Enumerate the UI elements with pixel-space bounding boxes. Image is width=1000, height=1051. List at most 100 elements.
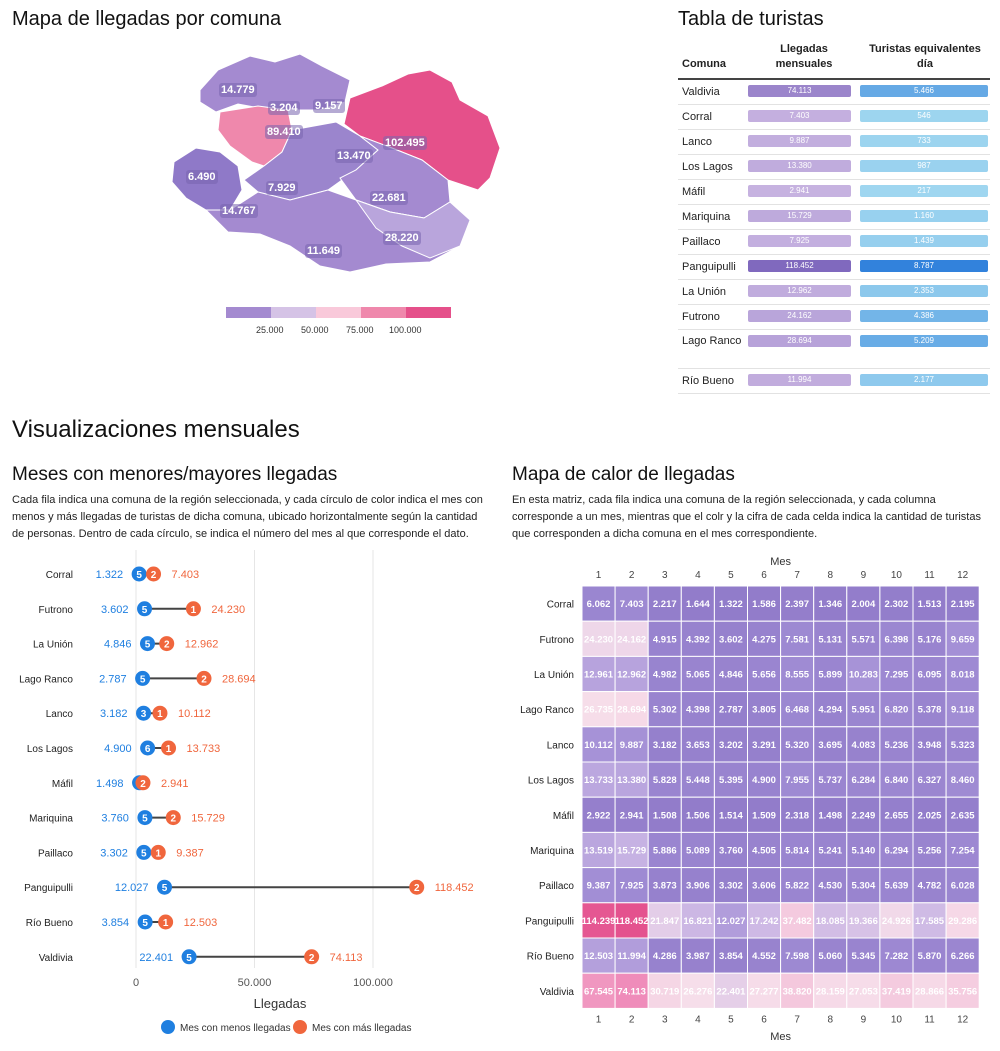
heatmap-cell-value: 5.899	[818, 670, 842, 681]
heatmap-cell-value: 21.847	[650, 916, 679, 927]
row-label: Máfil	[553, 811, 574, 822]
legend-max-label: Mes con más llegadas	[312, 1023, 412, 1034]
heatmap-cell-value: 5.870	[918, 951, 942, 962]
heatmap-cell	[945, 761, 980, 798]
heatmap-cell-value: 3.606	[752, 881, 776, 892]
heatmap-cell-value: 3.202	[719, 740, 743, 751]
heatmap-cell-value: 1.498	[818, 810, 842, 821]
min-month-dot	[136, 705, 152, 721]
min-value-label: 1.498	[96, 778, 124, 790]
heatmap-cell-value: 17.242	[750, 916, 779, 927]
min-value-label: 3.602	[101, 604, 129, 616]
heatmap-cell	[614, 585, 649, 622]
min-month-label: 5	[162, 883, 168, 894]
x-axis-label: Llegadas	[254, 996, 307, 1011]
table-row: Paillaco 7.925 1.439	[678, 230, 990, 255]
max-value-label: 12.962	[185, 639, 219, 651]
map-region-northwest[interactable]	[199, 53, 351, 113]
max-value-label: 28.694	[222, 673, 256, 685]
heatmap-cell	[813, 902, 848, 939]
column-label-top: 2	[629, 570, 635, 581]
heatmap-cell	[813, 937, 848, 974]
row-label: Futrono	[39, 605, 74, 616]
header-llegadas: Llegadas mensuales	[775, 43, 833, 70]
llegadas-bar: 15.729	[748, 210, 851, 222]
map-label: 22.681	[370, 191, 408, 205]
heatmap-cell-value: 4.846	[719, 670, 743, 681]
heatmap-cell-value: 4.294	[818, 705, 842, 716]
llegadas-bar: 12.962	[748, 285, 851, 297]
llegadas-bar: 7.403	[748, 110, 851, 122]
heatmap-cell-value: 2.025	[918, 810, 942, 821]
llegadas-bar: 2.941	[748, 185, 851, 197]
heatmap-cell-value: 6.266	[951, 951, 975, 962]
row-comuna: La Unión	[682, 286, 727, 298]
x-tick-label: 50.000	[238, 977, 272, 989]
heatmap-cell	[846, 655, 881, 693]
heatmap-cell-value: 29.286	[948, 916, 977, 927]
column-label-top: 11	[924, 570, 935, 581]
heatmap-cell	[912, 867, 947, 904]
row-comuna: Río Bueno	[682, 375, 734, 387]
min-value-label: 3.302	[100, 847, 128, 859]
row-label: Valdivia	[39, 953, 74, 964]
heatmap-cell-value: 37.419	[882, 986, 911, 997]
max-value-label: 24.230	[211, 604, 245, 616]
heatmap-cell	[581, 585, 616, 622]
heatmap-cell	[780, 726, 815, 763]
column-label-top: 12	[957, 570, 969, 581]
heatmap-cell-value: 7.254	[951, 846, 975, 857]
max-month-dot	[161, 740, 177, 756]
heatmap-cell-value: 13.733	[584, 775, 613, 786]
heatmap-cell-value: 9.659	[951, 634, 975, 645]
heatmap-cell-value: 5.378	[918, 705, 942, 716]
max-month-label: 2	[170, 814, 176, 825]
heatmap-cell	[713, 937, 748, 974]
heatmap-cell-value: 4.530	[818, 881, 842, 892]
heatmap-cell-value: 5.241	[818, 846, 842, 857]
heatmap-cell-value: 6.028	[951, 881, 975, 892]
heatmap-cell	[614, 726, 649, 763]
map-label: 102.495	[383, 136, 427, 150]
table-row: Mariquina 15.729 1.160	[678, 205, 990, 230]
max-month-label: 2	[151, 570, 157, 581]
row-label: Panguipulli	[525, 916, 574, 927]
heatmap-cell	[647, 972, 682, 1009]
heatmap-cell-value: 4.900	[752, 775, 776, 786]
row-label: La Unión	[534, 670, 574, 681]
section-title: Visualizaciones mensuales	[12, 416, 300, 443]
row-label: Río Bueno	[527, 952, 575, 963]
heatmap-cell-value: 5.951	[851, 705, 875, 716]
turistas-bar: 5.466	[860, 85, 988, 97]
legend-tick: 100.000	[389, 325, 422, 335]
max-month-dot	[304, 949, 320, 965]
min-month-dot	[136, 844, 152, 860]
heatmap-cell	[912, 796, 947, 833]
row-label: Mariquina	[530, 846, 574, 857]
min-month-dot	[135, 670, 151, 686]
heatmap-cell-value: 5.256	[918, 846, 942, 857]
heatmap-cell	[813, 972, 848, 1009]
max-month-label: 2	[201, 674, 207, 685]
max-value-label: 2.941	[161, 778, 189, 790]
llegadas-bar: 118.452	[748, 260, 851, 272]
max-month-label: 2	[164, 640, 170, 651]
heatmap-cell-value: 114.239	[582, 916, 616, 927]
heatmap-cell-value: 6.327	[918, 775, 942, 786]
heatmap-cell-value: 28.694	[617, 705, 647, 716]
column-label-top: 1	[596, 570, 602, 581]
heatmap-cell	[912, 691, 947, 728]
max-month-dot	[165, 810, 181, 826]
max-month-label: 1	[155, 848, 161, 859]
heatmap-cell-value: 1.346	[818, 599, 842, 610]
legend-swatch	[271, 307, 316, 318]
heatmap-cell-value: 24.230	[584, 634, 613, 645]
turistas-bar: 987	[860, 160, 988, 172]
heatmap-cell-value: 27.277	[750, 986, 779, 997]
table-title: Tabla de turistas	[678, 8, 824, 30]
heatmap-cell	[747, 620, 782, 657]
row-label: Lanco	[547, 740, 575, 751]
heatmap-cell	[713, 831, 748, 869]
heatmap-cell-value: 4.083	[851, 740, 875, 751]
min-value-label: 2.787	[99, 673, 127, 685]
